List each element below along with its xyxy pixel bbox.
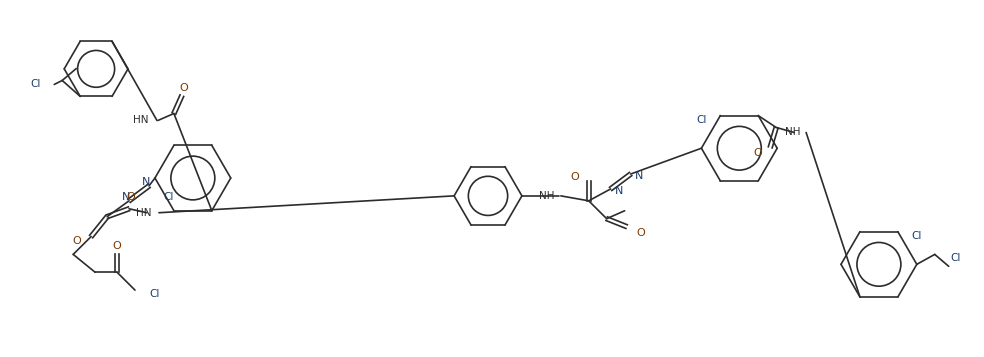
Text: Cl: Cl (30, 80, 40, 90)
Text: O: O (754, 148, 763, 158)
Text: Cl: Cl (696, 115, 707, 125)
Text: Cl: Cl (149, 289, 159, 299)
Text: Cl: Cl (163, 192, 174, 202)
Text: Cl: Cl (951, 253, 961, 263)
Text: NH: NH (784, 127, 800, 137)
Text: HN: HN (137, 208, 152, 218)
Text: N: N (122, 192, 130, 202)
Text: NH: NH (539, 191, 555, 201)
Text: O: O (570, 172, 579, 182)
Text: N: N (635, 171, 643, 181)
Text: N: N (142, 177, 150, 187)
Text: O: O (73, 236, 81, 246)
Text: N: N (615, 186, 623, 196)
Text: Cl: Cl (912, 231, 922, 241)
Text: O: O (637, 227, 646, 237)
Text: O: O (179, 83, 188, 93)
Text: O: O (113, 241, 121, 251)
Text: O: O (127, 192, 136, 202)
Text: HN: HN (134, 115, 149, 125)
